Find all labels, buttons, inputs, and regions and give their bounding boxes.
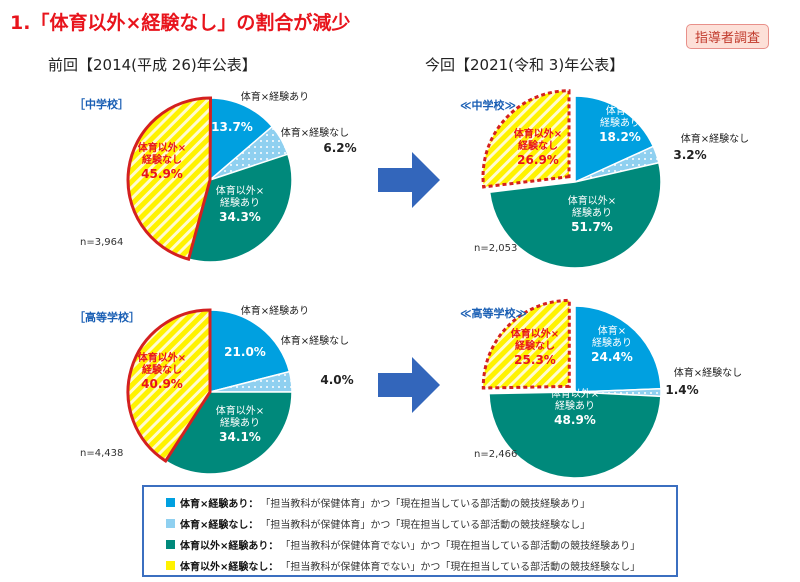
category-callout: 体育×経験なし <box>280 128 350 139</box>
legend-name: 体育以外×経験あり： <box>180 541 279 552</box>
legend-item: 体育以外×経験あり： 「担当教科が保健体育でない」かつ「現在担当している部活動の競… <box>166 534 676 555</box>
legend-item: 体育×経験なし： 「担当教科が保健体育」かつ「現在担当している部活動の競技経験なし… <box>166 513 676 534</box>
pie-slice <box>209 97 274 182</box>
pie-slice <box>126 308 212 464</box>
data-label: 21.0% <box>224 344 266 359</box>
data-label: 体育以外× 経験なし 40.9% <box>137 352 187 391</box>
legend-swatch <box>166 540 175 549</box>
current-period-heading: 今回【2021(令和 3)年公表】 <box>425 56 625 74</box>
school-label: ≪高等学校≫ <box>460 307 528 320</box>
pie-slice <box>574 305 662 393</box>
survey-badge: 指導者調査 <box>686 24 770 49</box>
legend-desc: 「担当教科が保健体育」かつ「現在担当している部活動の競技経験なし」 <box>260 520 591 531</box>
data-label: 体育以外× 経験あり 34.3% <box>215 185 265 224</box>
category-callout: 体育×経験なし <box>280 336 350 347</box>
legend-item: 体育以外×経験なし： 「担当教科が保健体育でない」かつ「現在担当している部活動の競… <box>166 555 676 576</box>
data-label: 体育× 経験あり 24.4% <box>591 325 633 364</box>
arrow-right-icon <box>378 357 440 413</box>
legend-desc: 「担当教科が保健体育」かつ「現在担当している部活動の競技経験あり」 <box>260 499 591 510</box>
legend-name: 体育×経験なし： <box>180 520 259 531</box>
pie-slice <box>481 89 571 189</box>
sample-size: n=2,466 <box>474 449 518 460</box>
legend-item: 体育×経験あり： 「担当教科が保健体育」かつ「現在担当している部活動の競技経験あり… <box>166 492 676 513</box>
data-label: 6.2% <box>323 140 357 155</box>
pie-slice <box>488 391 662 479</box>
pie-slice <box>488 161 662 269</box>
legend-swatch <box>166 498 175 507</box>
previous-period-heading: 前回【2014(平成 26)年公表】 <box>48 56 257 74</box>
legend-desc: 「担当教科が保健体育でない」かつ「現在担当している部活動の競技経験あり」 <box>280 541 641 552</box>
pie-slice <box>209 309 291 393</box>
pie-slice <box>481 298 571 390</box>
legend-desc: 「担当教科が保健体育でない」かつ「現在担当している部活動の競技経験なし」 <box>280 562 641 573</box>
category-callout: 体育×経験あり <box>240 92 310 103</box>
category-callout: 体育×経験なし <box>673 368 743 379</box>
data-label: 4.0% <box>320 372 354 387</box>
sample-size: n=3,964 <box>80 237 124 248</box>
sample-size: n=2,053 <box>474 243 518 254</box>
arrow-right-icon <box>378 152 440 208</box>
sample-size: n=4,438 <box>80 448 124 459</box>
category-callout: 体育×経験なし <box>680 134 750 145</box>
school-label: ［中学校］ <box>74 98 129 111</box>
data-label: 3.2% <box>673 147 707 162</box>
category-callout: 体育×経験あり <box>240 306 310 317</box>
data-label: 体育× 経験あり 18.2% <box>599 105 641 144</box>
data-label: 体育以外× 経験あり 51.7% <box>567 195 617 234</box>
data-label: 体育以外× 経験あり 48.9% <box>550 388 600 427</box>
data-label: 体育以外× 経験なし 45.9% <box>137 142 187 181</box>
figure-title: 1.「体育以外×経験なし」の割合が減少 <box>10 12 351 34</box>
school-label: ［高等学校］ <box>74 311 140 324</box>
data-label: 体育以外× 経験あり 34.1% <box>215 405 265 444</box>
legend: 体育×経験あり： 「担当教科が保健体育」かつ「現在担当している部活動の競技経験あり… <box>142 485 678 577</box>
data-label: 1.4% <box>665 382 699 397</box>
school-label: ≪中学校≫ <box>460 99 517 112</box>
legend-name: 体育×経験あり： <box>180 499 259 510</box>
data-label: 体育以外× 経験なし 25.3% <box>510 328 560 367</box>
pie-slice <box>126 96 213 262</box>
legend-swatch <box>166 561 175 570</box>
pie-slice <box>187 153 293 263</box>
legend-name: 体育以外×経験なし： <box>180 562 279 573</box>
legend-swatch <box>166 519 175 528</box>
data-label: 体育以外× 経験なし 26.9% <box>513 128 563 167</box>
data-label: 13.7% <box>211 119 253 134</box>
pie-slice <box>574 95 655 184</box>
